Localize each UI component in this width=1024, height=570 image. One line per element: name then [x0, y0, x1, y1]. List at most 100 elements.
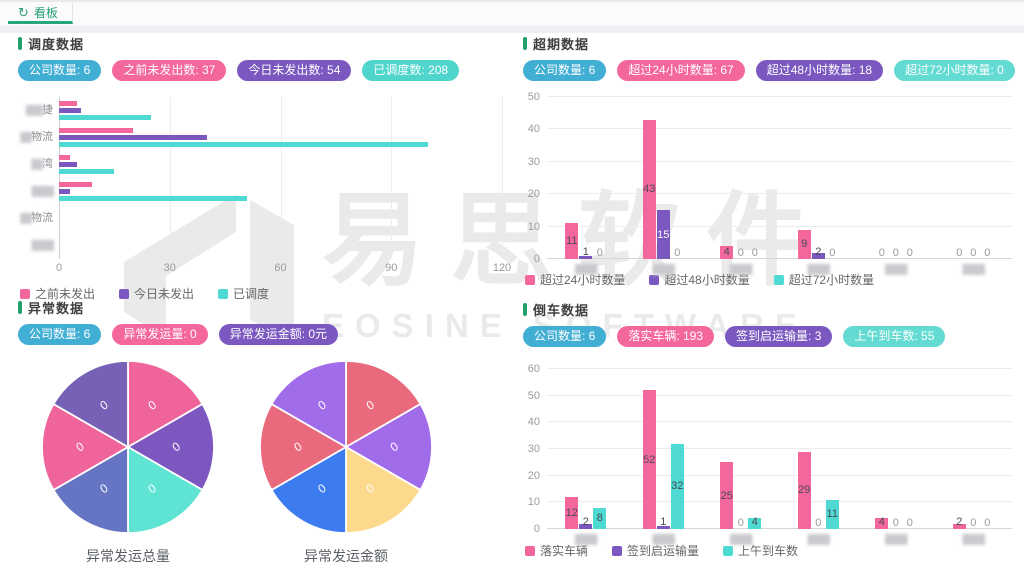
bar-value-label: 0: [596, 247, 603, 259]
bar-value-label: 2: [815, 246, 822, 258]
axis-tick-label: 40: [527, 416, 540, 429]
bar-slots: 52 1 32: [625, 369, 703, 529]
bar: [811, 252, 825, 259]
bar-slot: 25: [720, 369, 734, 529]
bar-group: ████: [31, 232, 502, 259]
stat-badge: 公司数量: 6: [18, 60, 102, 81]
bar: [59, 189, 71, 194]
axis-tick-label: 20: [527, 469, 540, 482]
overdue-bar-chart: 0 10 20 30 40 50 11 1 0 ████ 43 15 0 ████ 4 0 0 ████ 9 2 0 ██…: [523, 91, 1021, 288]
bar-value-label: 43: [643, 183, 656, 196]
pie-slice: [127, 360, 204, 449]
axis-tick-label: 50: [527, 91, 540, 103]
bar-slot: 2: [811, 97, 825, 259]
bar-slot: 12: [565, 369, 579, 529]
gridline: [502, 97, 503, 259]
bar: [952, 523, 966, 529]
legend-item[interactable]: 已调度: [218, 285, 269, 302]
gridline: [547, 128, 1012, 130]
bar-value-label: 0: [906, 517, 913, 529]
bar-slot: 0: [903, 97, 916, 259]
axis-tick-label: 0: [55, 262, 63, 274]
pie-slice: [270, 360, 347, 449]
bar-group: 52 1 32 ████: [625, 369, 703, 544]
bar-value-label: 32: [671, 480, 684, 493]
tab-dashboard-label: 看板: [33, 5, 58, 20]
redacted-text: ████: [962, 264, 984, 274]
category-label: ████: [845, 533, 947, 545]
chart-legend: 超过24小时数量 超过48小时数量 超过72小时数量: [525, 271, 1021, 288]
bar-group: 43 15 0 ████: [625, 97, 703, 274]
redacted-text: ████: [807, 534, 829, 544]
bar-slot: 0: [875, 97, 888, 259]
tab-bar: ↻ 看板: [0, 0, 1024, 26]
bar-group: 29 0 11 ████: [780, 369, 858, 544]
legend-item[interactable]: 落实车辆: [525, 542, 588, 559]
legend-marker-icon: [612, 545, 623, 556]
pie-caption: 异常发运金额: [304, 548, 388, 564]
category-label-text: 捷: [42, 104, 53, 116]
legend-item[interactable]: 上午到车数: [723, 542, 798, 559]
legend-item[interactable]: 签到启运输量: [612, 542, 699, 559]
bar-slot: 1: [656, 369, 670, 529]
tab-dashboard[interactable]: ↻ 看板: [8, 3, 73, 24]
bar-value-label: 4: [751, 516, 758, 528]
bar-value-label: 4: [878, 516, 885, 528]
category-label: ████: [768, 533, 870, 545]
category-label: ██物流: [0, 205, 53, 232]
pie-slice: [52, 360, 129, 449]
redacted-text: ████: [652, 534, 674, 544]
bar-value-label: 1: [660, 516, 667, 528]
bar-value-label: 9: [801, 238, 808, 251]
stat-badge: 已调度数: 208: [362, 60, 460, 81]
bar-group: 2 0 0 ████: [935, 369, 1013, 544]
bar: [565, 497, 579, 529]
legend-item[interactable]: 超过24小时数量: [525, 271, 625, 288]
bar-slots: 43 15 0: [625, 97, 703, 259]
bar-slot: 29: [797, 369, 811, 529]
pie-slice: [52, 445, 129, 534]
stat-badge: 公司数量: 6: [523, 60, 607, 81]
section-abnormal-title: 异常数据: [28, 300, 85, 316]
bar: [59, 155, 71, 160]
legend-item[interactable]: 超过48小时数量: [649, 271, 750, 288]
bar-slot: 0: [889, 97, 902, 259]
stat-badge: 公司数量: 6: [18, 324, 102, 345]
bar-value-label: 8: [596, 512, 603, 525]
gridline: [547, 474, 1012, 476]
bar-slot: 52: [642, 369, 656, 529]
stat-badge: 超过48小时数量: 18: [755, 60, 884, 81]
bar-group: ███捷: [26, 97, 502, 124]
bar-value-label: 52: [643, 453, 656, 466]
bar-group: 25 0 4 ████: [702, 369, 780, 544]
section-arrival-title: 倒车数据: [533, 302, 590, 318]
bar-slot: 0: [967, 97, 980, 259]
legend-item[interactable]: 超过72小时数量: [773, 271, 874, 288]
category-label: ████: [613, 263, 715, 275]
gridline: [547, 160, 1012, 162]
bar-slot: 0: [903, 369, 916, 529]
refresh-icon[interactable]: ↻: [18, 4, 29, 20]
vbar-plot: 0 10 20 30 40 50 11 1 0 ████ 43 15 0 ████ 4 0 0 ████ 9 2 0 ██…: [528, 91, 1012, 274]
bar: [59, 101, 78, 106]
pie-slice: [126, 402, 215, 492]
bar-group: 0 0 0 ████: [857, 97, 935, 274]
legend-item[interactable]: 今日未发出: [119, 285, 194, 302]
axis-tick-label: 50: [527, 389, 540, 402]
bar: [642, 390, 656, 529]
stat-badge: 之前未发出数: 37: [112, 60, 227, 81]
bar-value-label: 0: [751, 247, 758, 259]
bar-group: ██物流: [20, 205, 502, 232]
legend-item[interactable]: 之前未发出: [20, 285, 95, 302]
stat-badge: 签到启运输量: 3: [725, 326, 833, 347]
bar: [875, 518, 889, 529]
bar-slot: 0: [748, 97, 761, 259]
legend-marker-icon: [773, 274, 784, 285]
bar-slot: 2: [579, 369, 593, 529]
bar-slots: 12 2 8: [547, 369, 625, 529]
axis-tick-label: 0: [533, 253, 540, 265]
pie-slice: [259, 402, 348, 492]
section-arrival-header: 倒车数据: [523, 302, 1021, 318]
